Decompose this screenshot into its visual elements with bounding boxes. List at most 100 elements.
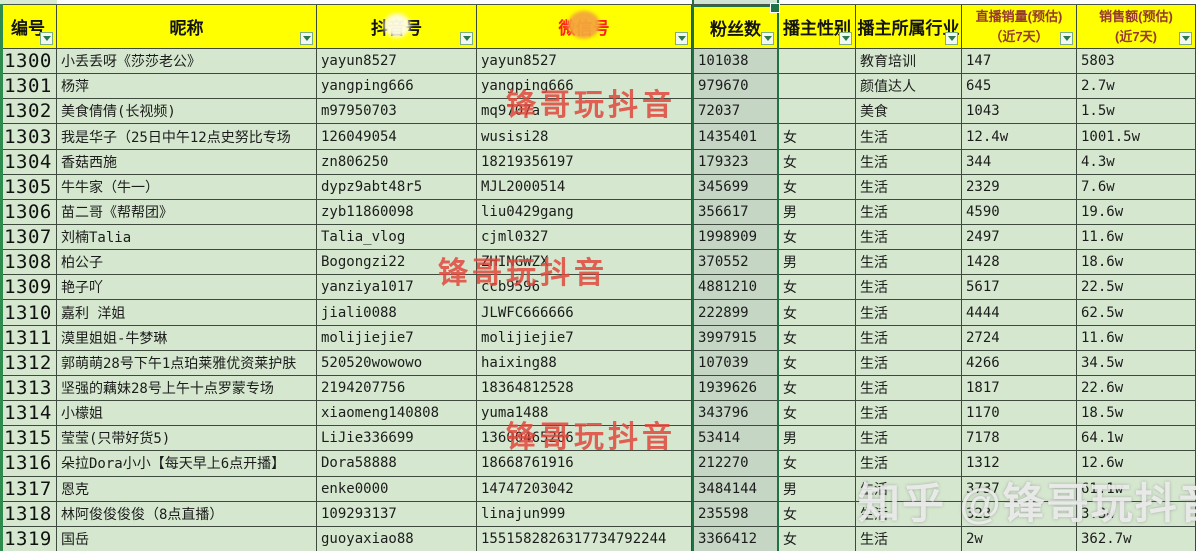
cell-industry[interactable]: 生活 xyxy=(856,250,962,276)
cell-gender[interactable] xyxy=(779,99,856,125)
cell-nickname[interactable]: 小檬姐 xyxy=(57,401,317,427)
cell-industry[interactable]: 生活 xyxy=(856,174,962,200)
selection-fill-handle[interactable] xyxy=(770,3,780,13)
cell-industry[interactable]: 教育培训 xyxy=(856,49,962,75)
cell-number[interactable]: 1309 xyxy=(0,275,57,301)
cell-douyin-id[interactable]: yanziya1017 xyxy=(317,275,477,301)
cell-live-sales[interactable]: 4590 xyxy=(962,199,1077,226)
cell-live-sales[interactable]: 1312 xyxy=(962,451,1077,477)
cell-nickname[interactable]: 牛牛家（牛一） xyxy=(57,174,317,200)
cell-nickname[interactable]: 国岳 xyxy=(57,526,317,551)
cell-weixin-id[interactable]: JLWFC666666 xyxy=(477,300,692,326)
cell-industry[interactable]: 生活 xyxy=(856,300,962,326)
cell-industry[interactable]: 生活 xyxy=(856,401,962,427)
cell-revenue[interactable]: 19.6w xyxy=(1077,199,1196,226)
cell-douyin-id[interactable]: Talia_vlog xyxy=(317,225,477,251)
cell-revenue[interactable]: 61.1w xyxy=(1077,476,1196,502)
header-fans-count[interactable]: 粉丝数 xyxy=(692,3,780,49)
cell-gender[interactable] xyxy=(779,49,856,75)
cell-weixin-id[interactable]: ZHINGWZX xyxy=(477,250,692,276)
cell-industry[interactable]: 生活 xyxy=(856,225,962,251)
cell-gender[interactable]: 女 xyxy=(779,501,856,527)
filter-dropdown-icon[interactable] xyxy=(761,32,774,45)
cell-fans[interactable]: 3366412 xyxy=(692,526,779,551)
cell-fans[interactable]: 356617 xyxy=(692,199,779,226)
cell-number[interactable]: 1306 xyxy=(0,199,57,226)
cell-live-sales[interactable]: 1043 xyxy=(962,99,1077,125)
cell-douyin-id[interactable]: molijiejie7 xyxy=(317,325,477,351)
cell-fans[interactable]: 979670 xyxy=(692,74,779,100)
cell-gender[interactable]: 男 xyxy=(779,199,856,226)
cell-gender[interactable]: 女 xyxy=(779,526,856,551)
cell-industry[interactable]: 生活 xyxy=(856,501,962,527)
cell-weixin-id[interactable]: mq9707a xyxy=(477,99,692,125)
cell-douyin-id[interactable]: LiJie336699 xyxy=(317,426,477,452)
cell-fans[interactable]: 345699 xyxy=(692,174,779,200)
cell-fans[interactable]: 1998909 xyxy=(692,225,779,251)
cell-weixin-id[interactable]: yangping666 xyxy=(477,74,692,100)
cell-weixin-id[interactable]: cjml0327 xyxy=(477,225,692,251)
cell-gender[interactable]: 女 xyxy=(779,149,856,175)
cell-weixin-id[interactable]: 18668761916 xyxy=(477,451,692,477)
cell-live-sales[interactable]: 2497 xyxy=(962,225,1077,251)
cell-weixin-id[interactable]: 18364812528 xyxy=(477,375,692,402)
cell-nickname[interactable]: 坚强的藕妹28号上午十点罗蒙专场 xyxy=(57,375,317,402)
cell-nickname[interactable]: 郭萌萌28号下午1点珀莱雅优资莱护肤 xyxy=(57,350,317,376)
cell-live-sales[interactable]: 147 xyxy=(962,49,1077,75)
cell-gender[interactable]: 女 xyxy=(779,300,856,326)
cell-nickname[interactable]: 美食倩倩(长视频) xyxy=(57,99,317,125)
cell-nickname[interactable]: 小丢丢呀《莎莎老公》 xyxy=(57,49,317,75)
cell-douyin-id[interactable]: 520520wowowo xyxy=(317,350,477,376)
cell-douyin-id[interactable]: zn806250 xyxy=(317,149,477,175)
filter-dropdown-icon[interactable] xyxy=(460,32,473,45)
cell-industry[interactable]: 生活 xyxy=(856,526,962,551)
cell-douyin-id[interactable]: yayun8527 xyxy=(317,49,477,75)
cell-nickname[interactable]: 朵拉Dora小小【每天早上6点开播】 xyxy=(57,451,317,477)
cell-revenue[interactable]: 3.3w xyxy=(1077,501,1196,527)
cell-live-sales[interactable]: 7178 xyxy=(962,426,1077,452)
filter-dropdown-icon[interactable] xyxy=(1060,32,1073,45)
cell-gender[interactable]: 女 xyxy=(779,350,856,376)
cell-industry[interactable]: 生活 xyxy=(856,275,962,301)
cell-industry[interactable]: 生活 xyxy=(856,124,962,150)
cell-gender[interactable]: 女 xyxy=(779,174,856,200)
cell-live-sales[interactable]: 3737 xyxy=(962,476,1077,502)
cell-nickname[interactable]: 艳子吖 xyxy=(57,275,317,301)
cell-nickname[interactable]: 杨萍 xyxy=(57,74,317,100)
cell-weixin-id[interactable]: 14747203042 xyxy=(477,476,692,502)
cell-revenue[interactable]: 22.5w xyxy=(1077,275,1196,301)
cell-weixin-id[interactable]: 18219356197 xyxy=(477,149,692,175)
cell-fans[interactable]: 343796 xyxy=(692,401,779,427)
header-live-sales[interactable]: 直播销量(预估) （近7天） xyxy=(962,5,1077,49)
cell-gender[interactable]: 女 xyxy=(779,325,856,351)
cell-number[interactable]: 1304 xyxy=(0,149,57,175)
cell-live-sales[interactable]: 2w xyxy=(962,526,1077,551)
cell-revenue[interactable]: 2.7w xyxy=(1077,74,1196,100)
cell-number[interactable]: 1316 xyxy=(0,451,57,477)
cell-fans[interactable]: 3484144 xyxy=(692,476,779,502)
cell-number[interactable]: 1308 xyxy=(0,250,57,276)
cell-live-sales[interactable]: 323 xyxy=(962,501,1077,527)
cell-number[interactable]: 1301 xyxy=(0,74,57,100)
cell-live-sales[interactable]: 2329 xyxy=(962,174,1077,200)
cell-gender[interactable]: 男 xyxy=(779,426,856,452)
cell-fans[interactable]: 370552 xyxy=(692,250,779,276)
cell-revenue[interactable]: 64.1w xyxy=(1077,426,1196,452)
cell-nickname[interactable]: 林阿俊俊俊俊（8点直播） xyxy=(57,501,317,527)
cell-nickname[interactable]: 我是华子（25日中午12点史努比专场 xyxy=(57,124,317,150)
cell-fans[interactable]: 53414 xyxy=(692,426,779,452)
cell-fans[interactable]: 3997915 xyxy=(692,325,779,351)
cell-weixin-id[interactable]: 13600465266 xyxy=(477,426,692,452)
cell-live-sales[interactable]: 4266 xyxy=(962,350,1077,376)
header-revenue[interactable]: 销售额(预估) (近7天) xyxy=(1077,5,1196,49)
cell-douyin-id[interactable]: dypz9abt48r5 xyxy=(317,174,477,200)
cell-douyin-id[interactable]: yangping666 xyxy=(317,74,477,100)
cell-industry[interactable]: 生活 xyxy=(856,325,962,351)
cell-gender[interactable]: 女 xyxy=(779,275,856,301)
cell-douyin-id[interactable]: Bogongzi22 xyxy=(317,250,477,276)
cell-live-sales[interactable]: 1817 xyxy=(962,375,1077,402)
cell-weixin-id[interactable]: 1551582826317734792244 xyxy=(477,526,692,551)
cell-number[interactable]: 1312 xyxy=(0,350,57,376)
cell-gender[interactable]: 男 xyxy=(779,476,856,502)
cell-revenue[interactable]: 62.5w xyxy=(1077,300,1196,326)
